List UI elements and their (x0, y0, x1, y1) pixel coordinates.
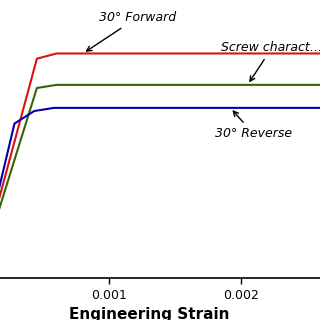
Text: Screw charact…: Screw charact… (221, 41, 320, 81)
Text: 30° Forward: 30° Forward (87, 11, 176, 51)
X-axis label: Engineering Strain: Engineering Strain (68, 308, 229, 320)
Text: 30° Reverse: 30° Reverse (215, 111, 292, 140)
